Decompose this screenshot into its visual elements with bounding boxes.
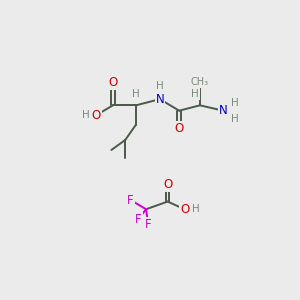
Text: H: H xyxy=(231,98,239,108)
Text: N: N xyxy=(155,93,164,106)
Text: H: H xyxy=(156,81,164,91)
Text: N: N xyxy=(219,104,227,117)
Text: H: H xyxy=(191,89,199,99)
Text: F: F xyxy=(135,213,142,226)
Text: H: H xyxy=(132,89,140,99)
Text: H: H xyxy=(192,204,200,214)
Text: F: F xyxy=(127,194,134,206)
Text: H: H xyxy=(82,110,90,120)
Text: O: O xyxy=(163,178,172,191)
Text: CH₃: CH₃ xyxy=(191,77,209,87)
Text: O: O xyxy=(180,203,189,216)
Text: F: F xyxy=(145,218,152,231)
Text: O: O xyxy=(92,109,100,122)
Text: H: H xyxy=(231,114,239,124)
Text: O: O xyxy=(175,122,184,135)
Text: O: O xyxy=(108,76,118,89)
